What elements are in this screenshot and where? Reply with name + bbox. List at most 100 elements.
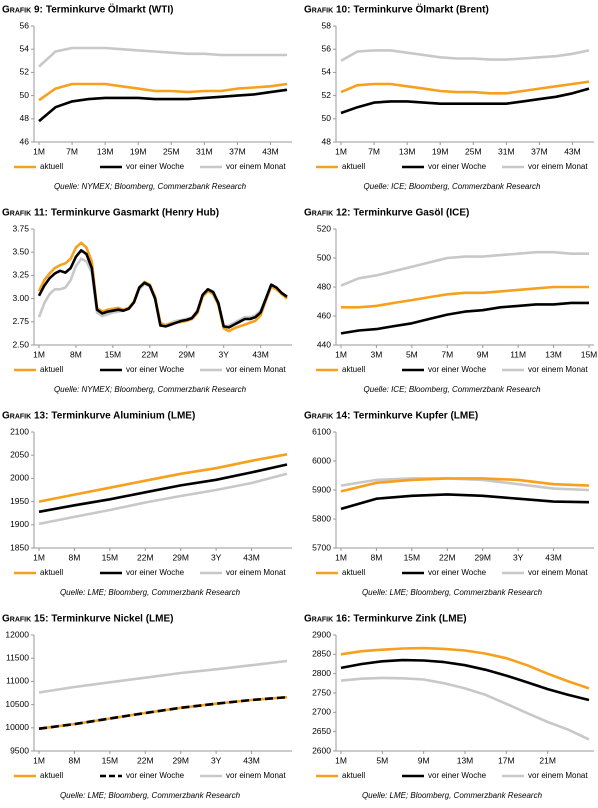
x-tick-label: 15M <box>102 755 119 765</box>
figure-label: Grafik 14: <box>304 411 350 422</box>
chart-title: Terminkurve Ölmarkt (WTI) <box>46 3 174 16</box>
y-tick-label: 1900 <box>10 519 29 529</box>
series-line <box>340 676 590 741</box>
chart-title: Terminkurve Kupfer (LME) <box>353 411 478 422</box>
x-tick-label: 3Y <box>218 349 229 359</box>
x-tick-label: 22M <box>137 755 154 765</box>
y-tick-label: 2600 <box>312 745 331 755</box>
series-line <box>38 659 288 694</box>
x-tick-label: 31M <box>498 146 515 156</box>
y-tick-label: 460 <box>317 310 331 320</box>
series-line <box>37 257 288 328</box>
x-tick-label: 15M <box>581 349 598 359</box>
x-tick-label: 13M <box>97 146 114 156</box>
y-tick-label: 500 <box>317 252 331 262</box>
x-tick-label: 1M <box>335 146 347 156</box>
legend-label: aktuell <box>40 365 63 374</box>
series-line <box>38 46 287 68</box>
x-tick-label: 1M <box>335 349 347 359</box>
legend-label: vor einer Woche <box>428 771 487 780</box>
series-line <box>38 88 288 123</box>
x-tick-label: 29M <box>178 349 195 359</box>
x-tick-label: 8M <box>69 552 81 562</box>
legend-label: vor einer Woche <box>126 162 185 171</box>
x-tick-label: 1M <box>335 755 347 765</box>
figure-label: Grafik 13: <box>2 411 48 422</box>
series-line <box>37 241 288 333</box>
chart-source: Quelle: ICE; Bloomberg, Commerzbank Rese… <box>364 385 542 394</box>
y-tick-label: 2100 <box>10 426 29 436</box>
figure-label: Grafik 11: <box>2 208 48 219</box>
legend-label: aktuell <box>342 162 365 171</box>
legend-label: vor einem Monat <box>528 162 588 171</box>
y-tick-label: 2.50 <box>12 339 29 349</box>
y-tick-label: 48 <box>20 113 30 123</box>
y-tick-label: 3.00 <box>12 293 29 303</box>
series-line <box>340 49 590 62</box>
x-tick-label: 22M <box>137 552 154 562</box>
legend-label: vor einer Woche <box>428 365 487 374</box>
legend-label: aktuell <box>40 162 63 171</box>
series-line <box>340 87 590 115</box>
y-tick-label: 50 <box>322 113 332 123</box>
y-tick-label: 56 <box>322 43 332 53</box>
series-line <box>38 82 288 102</box>
x-tick-label: 8M <box>69 755 81 765</box>
y-tick-label: 3.50 <box>12 246 29 256</box>
x-tick-label: 43M <box>252 349 269 359</box>
x-tick-label: 29M <box>474 552 491 562</box>
legend-label: aktuell <box>40 771 63 780</box>
x-tick-label: 37M <box>531 146 548 156</box>
legend-label: vor einem Monat <box>226 771 286 780</box>
chart-source: Quelle: NYMEX; Bloomberg, Commerzbank Re… <box>54 182 247 191</box>
chart-title: Terminkurve Zink (LME) <box>353 614 466 625</box>
chart-title: Terminkurve Aluminium (LME) <box>51 411 195 422</box>
y-tick-label: 2850 <box>312 649 331 659</box>
x-tick-label: 7M <box>66 146 78 156</box>
legend-label: vor einer Woche <box>126 365 185 374</box>
series-line <box>340 493 590 511</box>
legend-label: aktuell <box>342 365 365 374</box>
series-line <box>38 463 288 514</box>
legend-label: vor einem Monat <box>226 162 286 171</box>
x-tick-label: 5M <box>406 349 418 359</box>
chart-source: Quelle: LME; Bloomberg, Commerzbank Rese… <box>60 791 241 800</box>
y-tick-label: 52 <box>322 90 332 100</box>
x-tick-label: 1M <box>33 349 45 359</box>
x-tick-label: 1M <box>335 552 347 562</box>
y-tick-label: 11000 <box>6 676 29 686</box>
x-tick-label: 43M <box>262 146 279 156</box>
series-line <box>341 285 589 309</box>
x-tick-label: 29M <box>172 552 189 562</box>
chart-source: Quelle: LME; Bloomberg, Commerzbank Rese… <box>362 791 543 800</box>
x-tick-label: 19M <box>432 146 449 156</box>
y-tick-label: 2800 <box>312 668 331 678</box>
legend-label: vor einer Woche <box>126 568 185 577</box>
legend-label: vor einem Monat <box>226 365 286 374</box>
x-tick-label: 1M <box>33 552 45 562</box>
chart-title: Terminkurve Ölmarkt (Brent) <box>353 3 488 16</box>
series-line <box>38 453 288 503</box>
series-line <box>38 695 288 730</box>
x-tick-label: 3M <box>371 349 383 359</box>
series-line <box>340 477 590 493</box>
y-tick-label: 520 <box>317 223 331 233</box>
y-tick-label: 2700 <box>312 707 331 717</box>
y-tick-label: 3.25 <box>12 270 29 280</box>
y-tick-label: 10000 <box>5 722 29 732</box>
y-tick-label: 54 <box>322 67 332 77</box>
x-tick-label: 7M <box>368 146 380 156</box>
legend-label: aktuell <box>342 771 365 780</box>
x-tick-label: 43M <box>545 552 562 562</box>
y-tick-label: 9500 <box>10 745 29 755</box>
series-line <box>340 80 590 95</box>
y-tick-label: 2.75 <box>12 316 29 326</box>
legend-label: vor einer Woche <box>428 162 487 171</box>
x-tick-label: 15M <box>102 552 119 562</box>
x-tick-label: 11M <box>510 349 526 359</box>
series-line <box>340 658 590 702</box>
x-tick-label: 21M <box>539 755 556 765</box>
y-tick-label: 1850 <box>10 542 29 552</box>
y-tick-label: 480 <box>317 281 331 291</box>
